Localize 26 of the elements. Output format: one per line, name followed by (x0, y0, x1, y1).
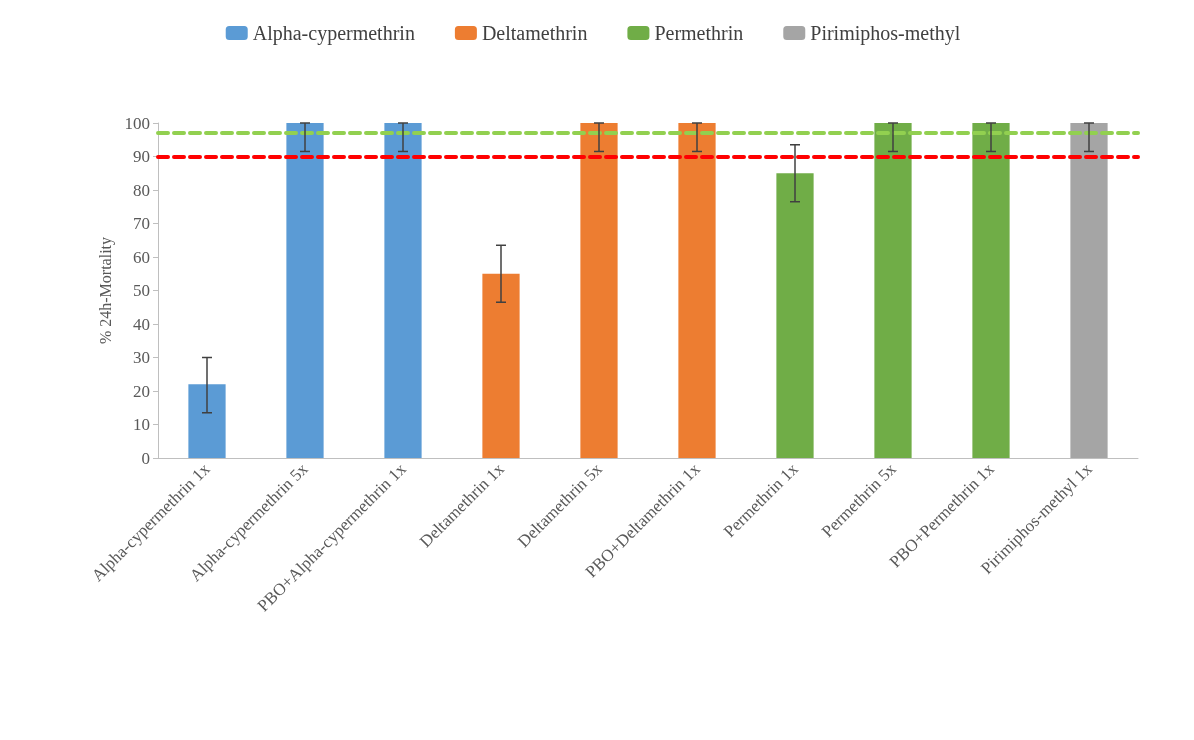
bar (384, 123, 422, 458)
y-tick-label: 70 (133, 214, 150, 233)
bar (286, 123, 324, 458)
legend-label: Deltamethrin (481, 22, 588, 44)
bar (776, 173, 814, 458)
y-tick-label: 0 (141, 448, 150, 468)
y-tick-label: 10 (133, 415, 150, 434)
legend-label: Pirimiphos-methyl (810, 22, 961, 45)
y-tick-label: 40 (133, 314, 150, 334)
bar (580, 123, 618, 458)
bar (874, 123, 912, 458)
y-tick-label: 80 (133, 180, 150, 200)
y-tick-label: 60 (133, 247, 150, 267)
y-tick-label: 30 (133, 348, 150, 367)
y-tick-label: 90 (133, 147, 150, 166)
legend-label: Permethrin (654, 22, 744, 44)
y-tick-label: 50 (133, 281, 150, 300)
bar (972, 123, 1010, 458)
y-axis-title: % 24h-Mortality (96, 236, 115, 345)
bar (1070, 123, 1108, 458)
bar (188, 384, 226, 458)
y-tick-label: 20 (133, 381, 150, 401)
legend-label: Alpha-cypermethrin (252, 22, 415, 45)
y-tick-label: 100 (124, 113, 150, 133)
bar (482, 273, 520, 458)
bar (678, 123, 716, 458)
